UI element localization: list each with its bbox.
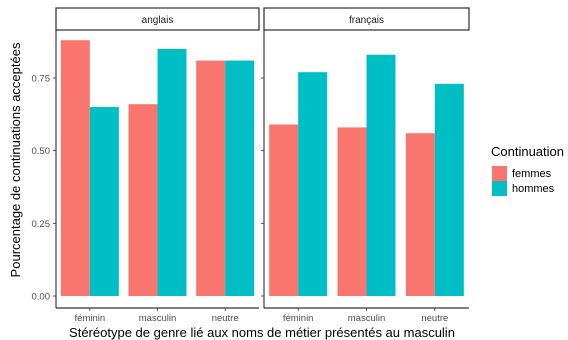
bar-hommes-féminin xyxy=(298,72,328,296)
x-tick-label: féminin xyxy=(75,313,106,324)
strip-label: anglais xyxy=(142,15,174,26)
bar-femmes-féminin xyxy=(269,124,299,296)
legend-label-femmes: femmes xyxy=(512,168,552,180)
bar-hommes-féminin xyxy=(89,107,119,296)
x-tick-label: masculin xyxy=(139,313,177,324)
panel-2: français féminin masculin neutre xyxy=(261,7,470,324)
panel-1: anglais 0.00 0.25 0.50 0.75 féminin masculin ne… xyxy=(32,7,260,324)
bar-femmes-neutre xyxy=(196,60,226,297)
y-tick-label: 0.50 xyxy=(32,146,51,157)
legend-title: Continuation xyxy=(491,144,564,159)
strip-box xyxy=(263,7,470,31)
x-tick-label: neutre xyxy=(212,313,239,324)
x-axis-title: Stéréotype de genre lié aux noms de méti… xyxy=(69,325,455,340)
bar-hommes-neutre xyxy=(434,83,464,297)
legend-swatch-femmes xyxy=(492,166,507,181)
bar-femmes-masculin xyxy=(337,127,367,296)
x-tick-label: neutre xyxy=(421,313,448,324)
strip-box xyxy=(55,7,260,31)
legend-swatch-hommes xyxy=(492,181,507,196)
x-tick-label: masculin xyxy=(348,313,386,324)
y-tick-label: 0.75 xyxy=(32,74,51,85)
bar-hommes-neutre xyxy=(225,60,255,297)
bar-femmes-neutre xyxy=(405,133,435,296)
bar-hommes-masculin xyxy=(157,48,187,296)
strip-label: français xyxy=(349,15,384,26)
y-tick-label: 0.25 xyxy=(32,219,51,230)
y-tick-label: 0.00 xyxy=(32,292,51,303)
x-tick-label: féminin xyxy=(283,313,314,324)
legend-label-hommes: hommes xyxy=(512,183,555,195)
bar-femmes-masculin xyxy=(128,104,158,296)
bar-femmes-féminin xyxy=(60,40,90,296)
bar-hommes-masculin xyxy=(366,54,396,296)
y-axis-title: Pourcentage de continuations acceptées xyxy=(8,42,23,277)
